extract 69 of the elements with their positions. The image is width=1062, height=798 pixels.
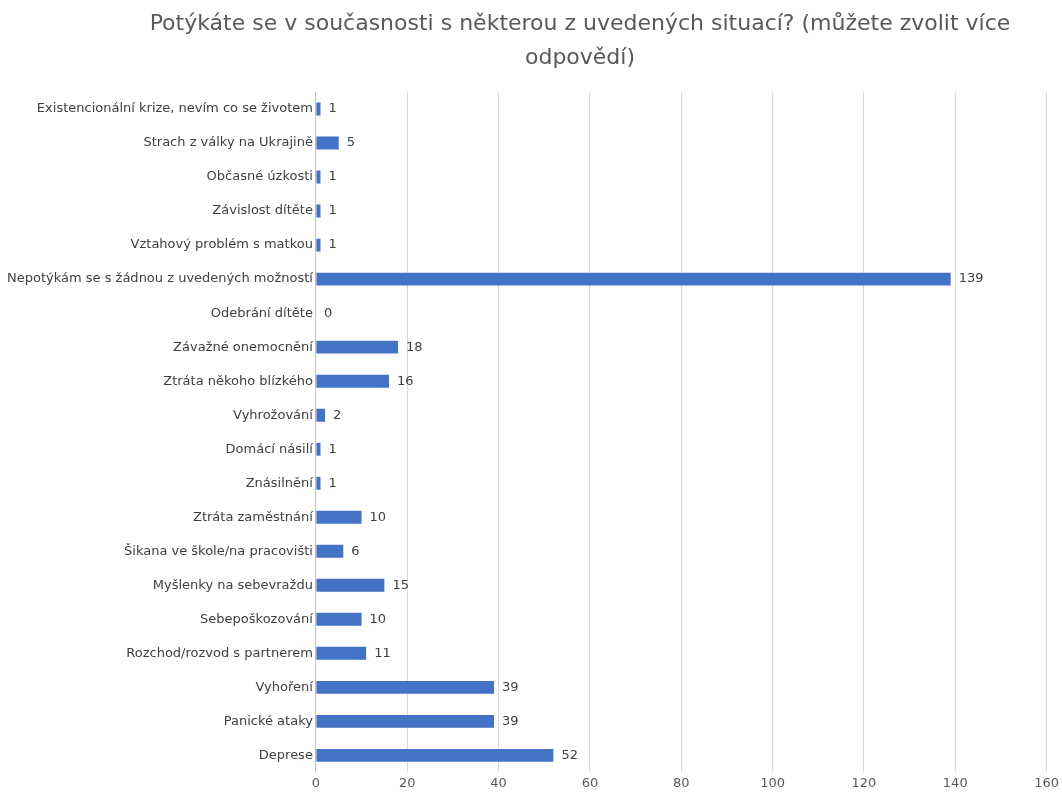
y-tick-label: Rozchod/rozvod s partnerem bbox=[126, 644, 313, 660]
data-label: 10 bbox=[369, 610, 387, 626]
y-tick-label: Odebrání dítěte bbox=[210, 304, 313, 320]
data-label: 15 bbox=[392, 576, 409, 592]
chart-title: Potýkáte se v současnosti s některou z uvedených situací? (můžete zvolit více odpovědí) bbox=[148, 9, 1012, 71]
bar bbox=[316, 136, 339, 150]
data-label: 39 bbox=[502, 678, 519, 694]
data-label: 1 bbox=[328, 236, 337, 252]
data-label: 16 bbox=[396, 372, 414, 388]
y-tick-label: Znásilnění bbox=[245, 474, 314, 490]
bar bbox=[316, 238, 321, 252]
bar bbox=[316, 476, 321, 490]
data-label: 139 bbox=[958, 270, 984, 286]
x-tick-label: 80 bbox=[672, 774, 690, 790]
y-tick-label: Šikana ve škole/na pracovišti bbox=[124, 542, 313, 558]
bar bbox=[316, 408, 326, 422]
bar bbox=[316, 578, 385, 592]
data-label: 1 bbox=[328, 474, 337, 490]
bar bbox=[316, 204, 321, 218]
data-label: 1 bbox=[328, 440, 337, 456]
y-tick-label: Deprese bbox=[258, 746, 313, 762]
y-tick-label: Ztráta někoho blízkého bbox=[163, 372, 313, 388]
data-label: 0 bbox=[323, 304, 333, 320]
y-tick-label: Myšlenky na sebevraždu bbox=[152, 576, 313, 592]
data-label: 10 bbox=[369, 508, 387, 524]
data-label: 5 bbox=[346, 134, 356, 150]
bar bbox=[316, 544, 344, 558]
bar bbox=[316, 510, 362, 524]
bar bbox=[316, 680, 495, 694]
y-tick-label: Vztahový problém s matkou bbox=[130, 236, 313, 252]
y-tick-label: Ztráta zaměstnání bbox=[193, 508, 314, 524]
y-tick-label: Závislost dítěte bbox=[212, 202, 313, 218]
x-tick-label: 0 bbox=[311, 774, 321, 790]
data-label: 11 bbox=[374, 644, 391, 660]
y-tick-label: Sebepoškozování bbox=[200, 610, 314, 626]
y-tick-label: Závažné onemocnění bbox=[173, 338, 314, 354]
bar bbox=[316, 646, 367, 660]
data-label: 1 bbox=[328, 202, 337, 218]
bar bbox=[316, 442, 321, 456]
x-tick-label: 100 bbox=[760, 774, 785, 790]
y-tick-label: Strach z války na Ukrajině bbox=[143, 134, 313, 150]
data-label: 39 bbox=[502, 712, 519, 728]
data-label: 18 bbox=[406, 338, 423, 354]
y-tick-label: Vyhoření bbox=[255, 678, 314, 694]
data-label: 6 bbox=[351, 542, 360, 558]
x-tick-label: 20 bbox=[398, 774, 416, 790]
x-tick-label: 120 bbox=[851, 774, 877, 790]
data-label: 2 bbox=[333, 406, 342, 422]
bar bbox=[316, 340, 399, 354]
bar bbox=[316, 714, 495, 728]
data-label: 52 bbox=[561, 746, 578, 762]
bar bbox=[316, 170, 321, 184]
x-tick-label: 60 bbox=[581, 774, 599, 790]
bar bbox=[316, 272, 951, 286]
x-tick-label: 140 bbox=[942, 774, 968, 790]
x-tick-label: 160 bbox=[1034, 774, 1060, 790]
bar bbox=[316, 748, 554, 762]
y-tick-label: Občasné úzkosti bbox=[206, 168, 313, 184]
y-tick-label: Existencionální krize, nevím co se životem bbox=[36, 100, 313, 116]
data-label: 1 bbox=[328, 168, 337, 184]
data-label: 1 bbox=[328, 100, 337, 116]
bar bbox=[316, 374, 389, 388]
y-tick-label: Panické ataky bbox=[223, 712, 314, 728]
y-tick-label: Vyhrožování bbox=[233, 406, 314, 422]
bar bbox=[316, 102, 321, 116]
y-tick-label: Nepotýkám se s žádnou z uvedených možností bbox=[6, 270, 314, 286]
x-tick-label: 40 bbox=[490, 774, 507, 790]
bar bbox=[316, 612, 362, 626]
y-tick-label: Domácí násilí bbox=[225, 440, 314, 456]
